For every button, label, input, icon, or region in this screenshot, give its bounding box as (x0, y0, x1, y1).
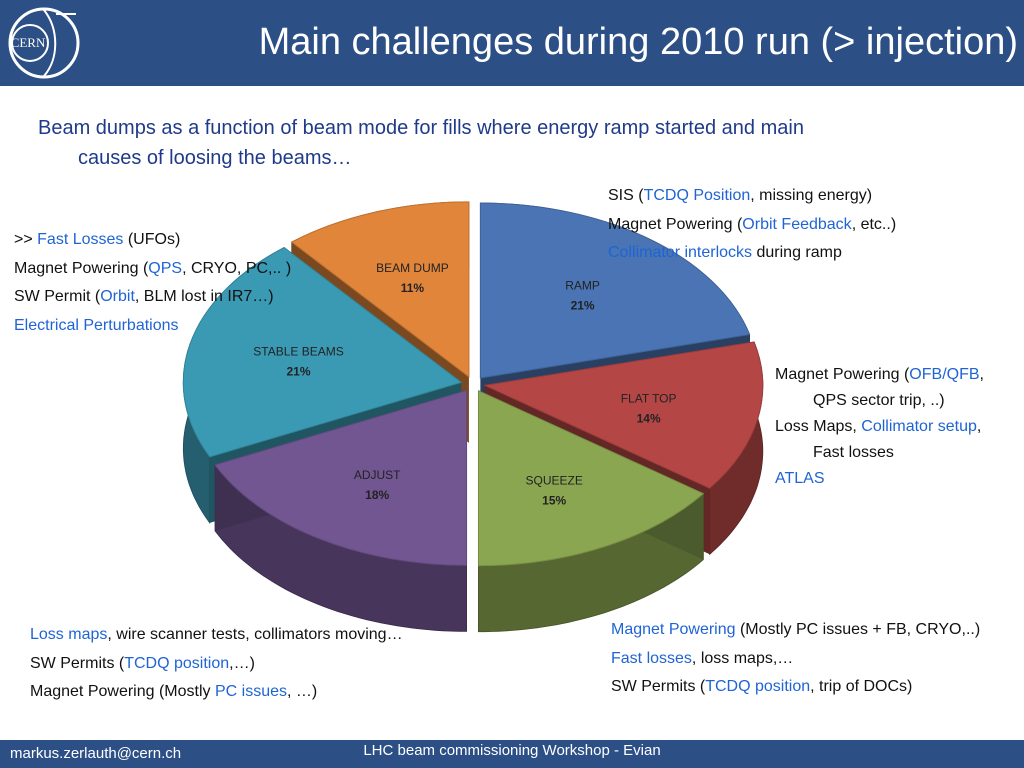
ramp-notes: SIS (TCDQ Position, missing energy) Magn… (608, 182, 896, 268)
slice-flat-top (483, 341, 764, 489)
atlas-link[interactable]: ATLAS (775, 470, 825, 487)
slice-stable-beams (182, 246, 463, 458)
collimator-setup-link[interactable]: Collimator setup (861, 418, 977, 435)
subtitle-line-2: causes of loosing the beams… (78, 147, 352, 169)
fast-losses-link[interactable]: Fast losses (611, 649, 692, 667)
slice-ramp-label: RAMP (565, 278, 600, 292)
cern-logo: CERN (8, 7, 80, 79)
orbit-feedback-link[interactable]: Orbit Feedback (742, 215, 852, 233)
author-email: markus.zerlauth@cern.ch (10, 745, 182, 762)
squeeze-note-1: Magnet Powering (Mostly PC issues + FB, … (611, 621, 981, 638)
stable-note-3: SW Permit (Orbit, BLM lost in IR7…) (14, 288, 274, 305)
magnet-powering-link[interactable]: Magnet Powering (611, 621, 736, 638)
flattop-note-1-cont: QPS sector trip, ..) (813, 392, 945, 409)
electrical-perturbations-link[interactable]: Electrical Perturbations (14, 316, 179, 334)
adjust-note-2: SW Permits (TCDQ position,…) (30, 654, 255, 672)
orbit-link[interactable]: Orbit (100, 288, 135, 305)
loss-maps-link[interactable]: Loss maps (30, 626, 108, 643)
slice-adjust (214, 389, 468, 566)
subtitle: Beam dumps as a function of beam mode fo… (38, 113, 978, 173)
stable-note-1: >> Fast Losses (UFOs) (14, 231, 181, 248)
slice-flat-top-label: FLAT TOP (621, 392, 677, 406)
flattop-note-1: Magnet Powering (OFB/QFB, (775, 366, 984, 383)
slice-squeeze (477, 389, 705, 567)
slice-squeeze-percent: 15% (542, 493, 566, 507)
collimator-interlocks-link[interactable]: Collimator interlocks (608, 244, 753, 261)
flattop-note-3: ATLAS (775, 466, 984, 492)
ofb-qfb-link[interactable]: OFB/QFB (909, 366, 980, 383)
slice-beam-dump-percent: 11% (401, 281, 425, 295)
slice-stable-beams-percent: 21% (286, 365, 310, 379)
tcdq-position-link[interactable]: TCDQ Position (643, 187, 751, 204)
pie-tops (182, 201, 764, 567)
fast-losses-link[interactable]: Fast Losses (37, 231, 124, 248)
slice-flat-top-percent: 14% (637, 412, 661, 426)
stable-beams-notes: >> Fast Losses (UFOs) Magnet Powering (Q… (14, 226, 291, 340)
stable-note-2: Magnet Powering (QPS, CRYO, PC,.. ) (14, 259, 292, 277)
ramp-note-1: SIS (TCDQ Position, missing energy) (608, 187, 873, 204)
slice-stable-beams-label: STABLE BEAMS (253, 345, 343, 359)
flat-top-notes: Magnet Powering (OFB/QFB, QPS sector tri… (775, 362, 984, 492)
slice-ramp-percent: 21% (571, 298, 595, 312)
title-bar: CERN Main challenges during 2010 run (> … (0, 0, 1024, 86)
event-name: LHC beam commissioning Workshop - Evian (363, 742, 661, 759)
tcdq-position-link[interactable]: TCDQ position (705, 678, 811, 695)
slice-adjust-percent: 18% (365, 488, 389, 502)
subtitle-line-1: Beam dumps as a function of beam mode fo… (38, 117, 804, 139)
slice-beam-dump-label: BEAM DUMP (376, 261, 449, 275)
slice-squeeze-label: SQUEEZE (525, 473, 582, 487)
ramp-note-3: Collimator interlocks during ramp (608, 244, 842, 261)
slice-beam-dump (290, 201, 470, 378)
flattop-note-2: Loss Maps, Collimator setup, (775, 418, 982, 435)
flattop-note-2-cont: Fast losses (813, 444, 894, 461)
adjust-notes: Loss maps, wire scanner tests, collimato… (30, 621, 403, 707)
slice-adjust-label: ADJUST (354, 468, 401, 482)
cern-logo-text: CERN (11, 35, 46, 50)
adjust-note-1: Loss maps, wire scanner tests, collimato… (30, 626, 403, 643)
page-title: Main challenges during 2010 run (> injec… (258, 21, 1018, 63)
tcdq-position-link[interactable]: TCDQ position (124, 654, 230, 672)
squeeze-notes: Magnet Powering (Mostly PC issues + FB, … (611, 616, 980, 702)
slice-ramp (479, 202, 751, 379)
squeeze-note-3: SW Permits (TCDQ position, trip of DOCs) (611, 678, 913, 695)
footer: markus.zerlauth@cern.ch LHC beam commiss… (0, 740, 1024, 768)
adjust-note-3: Magnet Powering (Mostly PC issues, …) (30, 683, 318, 700)
pie-labels: RAMP 21% FLAT TOP 14% SQUEEZE 15% ADJUST 18% STA… (253, 261, 676, 508)
squeeze-note-2: Fast losses, loss maps,… (611, 649, 794, 667)
stable-note-4: Electrical Perturbations (14, 312, 291, 341)
pc-issues-link[interactable]: PC issues (214, 683, 287, 700)
qps-link[interactable]: QPS (148, 259, 183, 277)
ramp-note-2: Magnet Powering (Orbit Feedback, etc..) (608, 215, 897, 233)
